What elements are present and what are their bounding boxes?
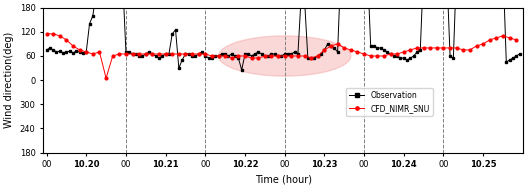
- Ellipse shape: [219, 36, 351, 76]
- Observation: [387, 53, 394, 55]
- CFD_NIMR_SNU: [315, 55, 321, 57]
- Observation: [516, 53, 523, 55]
- CFD_NIMR_SNU: [162, 53, 169, 55]
- Y-axis label: Wind direction(deg): Wind direction(deg): [4, 32, 14, 128]
- Line: CFD_NIMR_SNU: CFD_NIMR_SNU: [45, 33, 518, 80]
- X-axis label: Time (hour): Time (hour): [255, 175, 311, 185]
- CFD_NIMR_SNU: [348, 49, 354, 51]
- Line: Observation: Observation: [45, 0, 521, 71]
- Observation: [239, 69, 245, 71]
- Observation: [43, 49, 50, 51]
- CFD_NIMR_SNU: [116, 53, 122, 55]
- Legend: Observation, CFD_NIMR_SNU: Observation, CFD_NIMR_SNU: [346, 88, 433, 116]
- CFD_NIMR_SNU: [43, 33, 50, 35]
- CFD_NIMR_SNU: [103, 77, 109, 79]
- CFD_NIMR_SNU: [367, 55, 374, 57]
- CFD_NIMR_SNU: [209, 55, 215, 57]
- CFD_NIMR_SNU: [513, 39, 520, 41]
- Observation: [76, 51, 83, 53]
- Observation: [192, 55, 199, 57]
